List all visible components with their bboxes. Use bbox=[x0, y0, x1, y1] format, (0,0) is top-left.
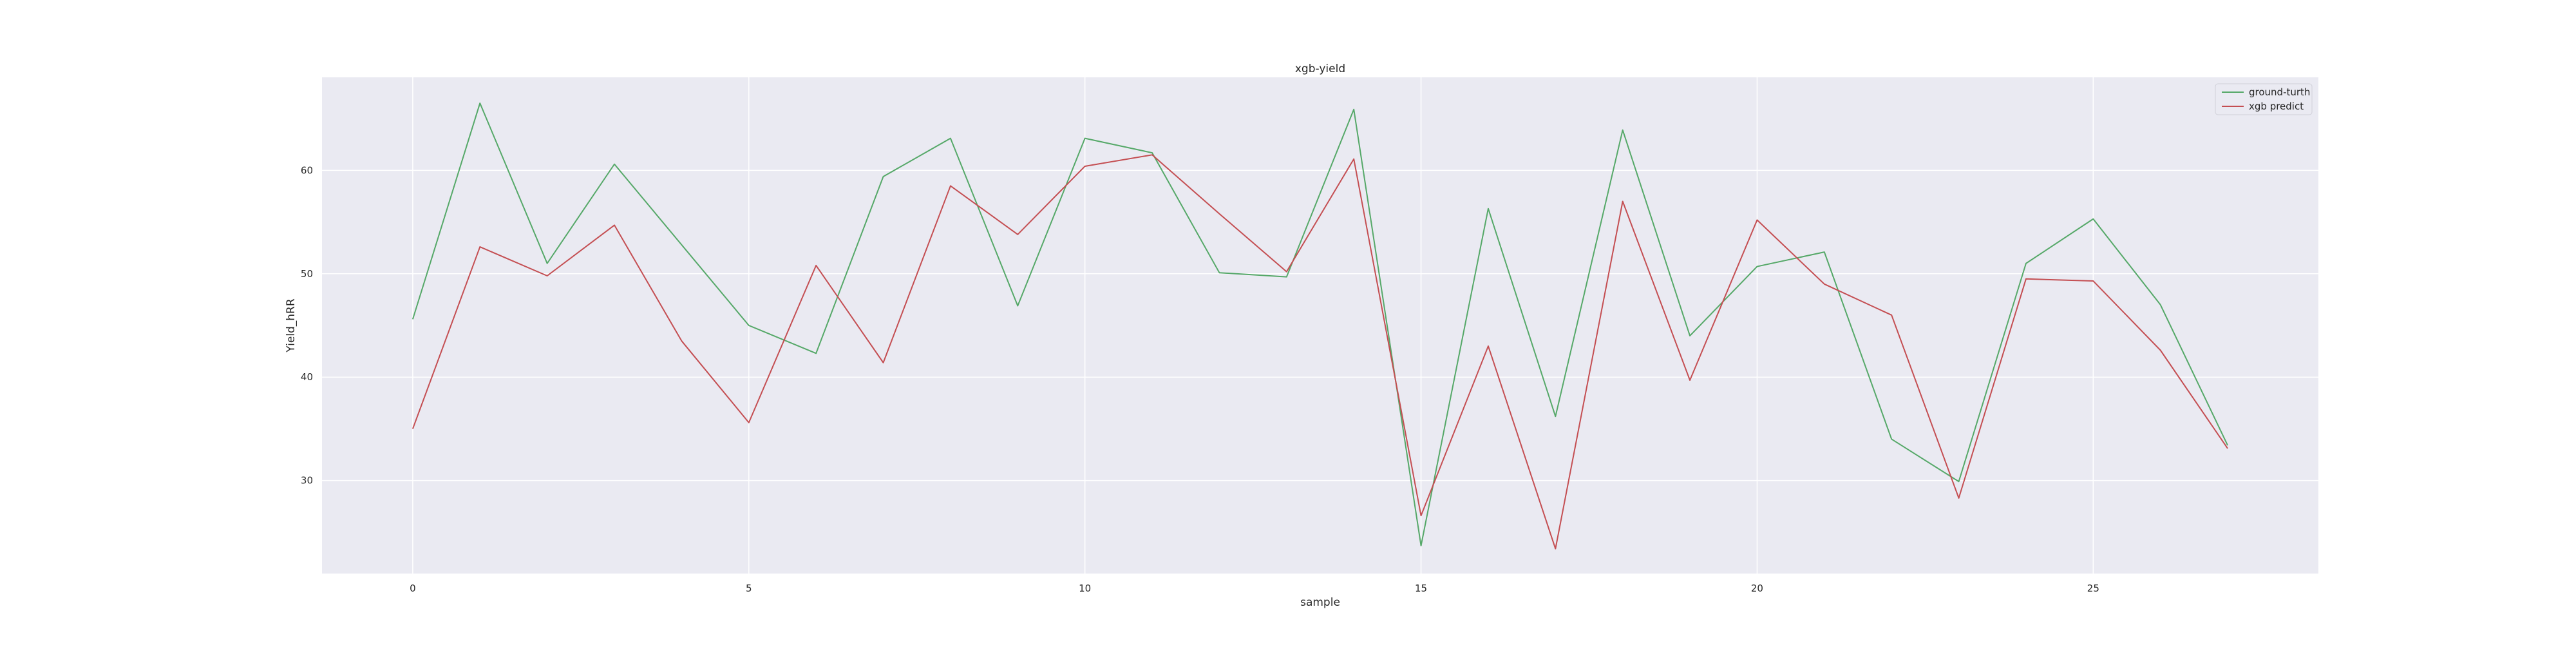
x-tick-label: 10 bbox=[1079, 583, 1091, 594]
x-tick-label: 15 bbox=[1415, 583, 1427, 594]
series-lines bbox=[412, 102, 2228, 550]
legend-label-xgb-predict: xgb predict bbox=[2249, 101, 2304, 112]
y-tick-label: 60 bbox=[301, 164, 313, 176]
series-line-ground-turth bbox=[412, 102, 2228, 546]
legend: ground-turth xgb predict bbox=[2215, 83, 2313, 115]
plot-area bbox=[322, 77, 2318, 574]
y-tick-label: 30 bbox=[301, 475, 313, 487]
tick-labels: 0 5 10 15 20 25 30 40 50 60 bbox=[301, 164, 2099, 594]
x-tick-label: 20 bbox=[1751, 583, 1763, 594]
legend-label-ground-turth: ground-turth bbox=[2249, 86, 2310, 98]
y-axis-label: Yield_hRR bbox=[285, 298, 298, 353]
grid bbox=[322, 77, 2318, 574]
chart-title: xgb-yield bbox=[1295, 63, 1345, 75]
y-tick-label: 50 bbox=[301, 268, 313, 280]
series-line-xgb-predict bbox=[412, 154, 2228, 550]
x-tick-label: 25 bbox=[2087, 583, 2099, 594]
y-tick-label: 40 bbox=[301, 371, 313, 383]
x-tick-label: 5 bbox=[746, 583, 752, 594]
x-tick-label: 0 bbox=[410, 583, 416, 594]
x-axis-label: sample bbox=[1300, 596, 1340, 609]
